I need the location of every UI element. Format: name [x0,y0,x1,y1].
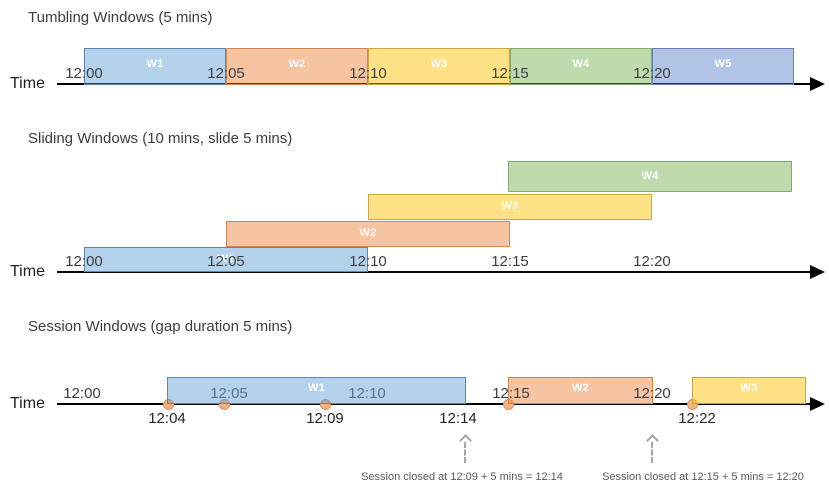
window-box-w1: W1 [84,247,368,272]
window-box-w1: W1 [167,377,466,404]
event-time-label: 12:14 [439,410,477,427]
section-title: Session Windows (gap duration 5 mins) [28,318,293,335]
tick-label: 12:10 [349,253,387,270]
event-dot [219,399,230,410]
dashed-arrow-line [464,442,466,463]
arrow-right-icon [810,397,825,411]
window-label: W1 [307,382,326,394]
event-time-label: 12:09 [306,410,344,427]
window-box-w2: W2 [508,377,653,404]
window-box-w3: W3 [692,377,806,404]
time-axis-label: Time [10,395,45,412]
tick-label: 12:10 [349,65,387,82]
section-title: Sliding Windows (10 mins, slide 5 mins) [28,130,293,147]
arrow-right-icon [810,77,825,91]
tick-label: 12:10 [348,385,386,402]
section-title: Tumbling Windows (5 mins) [28,9,213,26]
window-label: W1 [217,252,235,265]
tick-label: 12:05 [207,253,245,270]
window-label: W3 [740,382,758,394]
event-dot [320,399,331,410]
window-label: W2 [359,227,377,240]
window-label: W2 [571,382,590,394]
window-box-w3: W3 [368,194,652,220]
time-axis-label: Time [10,263,45,280]
window-box-w2: W2 [226,221,510,247]
window-label: W5 [714,58,732,70]
timeline [57,271,810,273]
window-box-w3: W3 [368,48,510,85]
tick-label: 12:15 [492,385,530,402]
event-time-label: 12:04 [148,410,186,427]
window-box-w4: W4 [510,48,652,85]
tick-label: 12:05 [207,65,245,82]
tick-label: 12:20 [633,65,671,82]
event-time-label: 12:22 [678,410,716,427]
window-box-w1: W1 [84,48,226,85]
tick-label: 12:05 [210,385,248,402]
window-label: W3 [430,58,448,70]
window-label: W1 [146,58,164,70]
tick-label: 12:15 [491,65,529,82]
window-label: W2 [288,58,306,70]
tick-label: 12:15 [491,253,529,270]
time-axis-label: Time [10,75,45,92]
tick-label: 12:20 [633,253,671,270]
timeline [57,403,810,405]
window-box-w4: W4 [508,161,792,192]
window-label: W4 [641,169,659,182]
tick-label: 12:00 [63,385,101,402]
dashed-arrow-line [651,442,653,463]
window-box-w5: W5 [652,48,794,85]
annotation-text: Session closed at 12:09 + 5 mins = 12:14 [361,471,563,483]
tick-label: 12:00 [65,65,103,82]
window-label: W3 [501,200,519,213]
annotation-text: Session closed at 12:15 + 5 mins = 12:20 [602,471,804,483]
window-label: W4 [572,58,590,70]
window-box-w2: W2 [226,48,368,85]
tick-label: 12:20 [633,385,671,402]
event-dot [163,399,174,410]
arrow-right-icon [810,265,825,279]
tick-label: 12:00 [65,253,103,270]
